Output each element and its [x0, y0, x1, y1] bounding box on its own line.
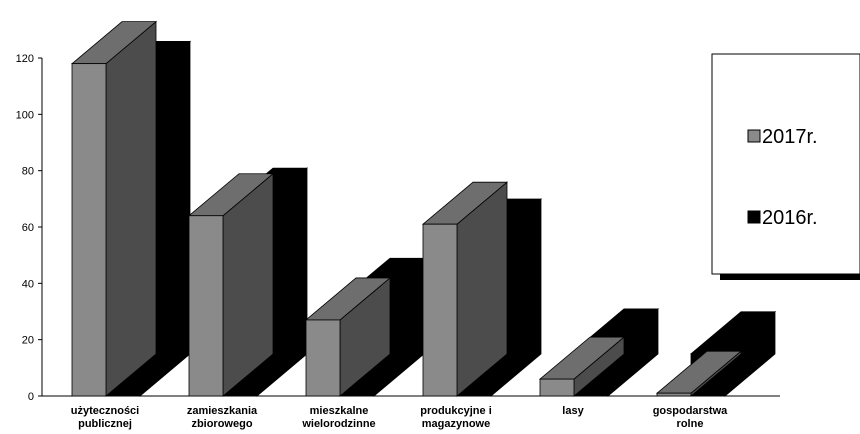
bar-front	[656, 392, 692, 397]
y-tick-label: 0	[28, 391, 34, 403]
bar-2017-3	[421, 181, 509, 397]
y-tick-label: 60	[22, 222, 34, 234]
x-category-label: mieszkalne	[310, 405, 369, 417]
x-category-label: gospodarstwa	[653, 405, 728, 417]
y-tick-label: 120	[16, 53, 34, 65]
bar-front	[71, 63, 107, 397]
legend-swatch-2016	[747, 210, 761, 224]
legend-swatch-2017	[747, 129, 761, 143]
y-tick-label: 40	[22, 278, 34, 290]
x-category-label: wielorodzinne	[301, 418, 375, 430]
y-tick-label: 80	[22, 166, 34, 178]
legend: 2017r. 2016r.	[711, 53, 860, 280]
bar-2017-5	[655, 350, 743, 397]
x-category-label: zbiorowego	[191, 418, 252, 430]
bar-2017-1	[187, 172, 275, 397]
x-category-label: magazynowe	[422, 418, 490, 430]
x-category-label: rolne	[677, 418, 704, 430]
bar-front	[422, 223, 458, 397]
bar-front	[539, 378, 575, 397]
bar-2017-0	[70, 20, 158, 397]
bars	[70, 20, 777, 397]
legend-label-2017: 2017r.	[762, 126, 818, 148]
y-tick-label: 20	[22, 335, 34, 347]
x-category-label: użyteczności	[71, 405, 139, 417]
bar-2017-2	[304, 277, 392, 397]
y-tick-label: 100	[16, 109, 34, 121]
x-category-label: publicznej	[78, 418, 132, 430]
bar-front	[188, 215, 224, 397]
legend-label-2016: 2016r.	[762, 207, 818, 229]
x-category-label: lasy	[562, 405, 584, 417]
x-category-label: produkcyjne i	[420, 405, 492, 417]
bar-side	[105, 20, 157, 397]
bar-front	[305, 319, 341, 397]
x-category-label: zamieszkania	[187, 405, 258, 417]
bar-2017-4	[538, 336, 626, 397]
legend-box	[711, 53, 860, 275]
